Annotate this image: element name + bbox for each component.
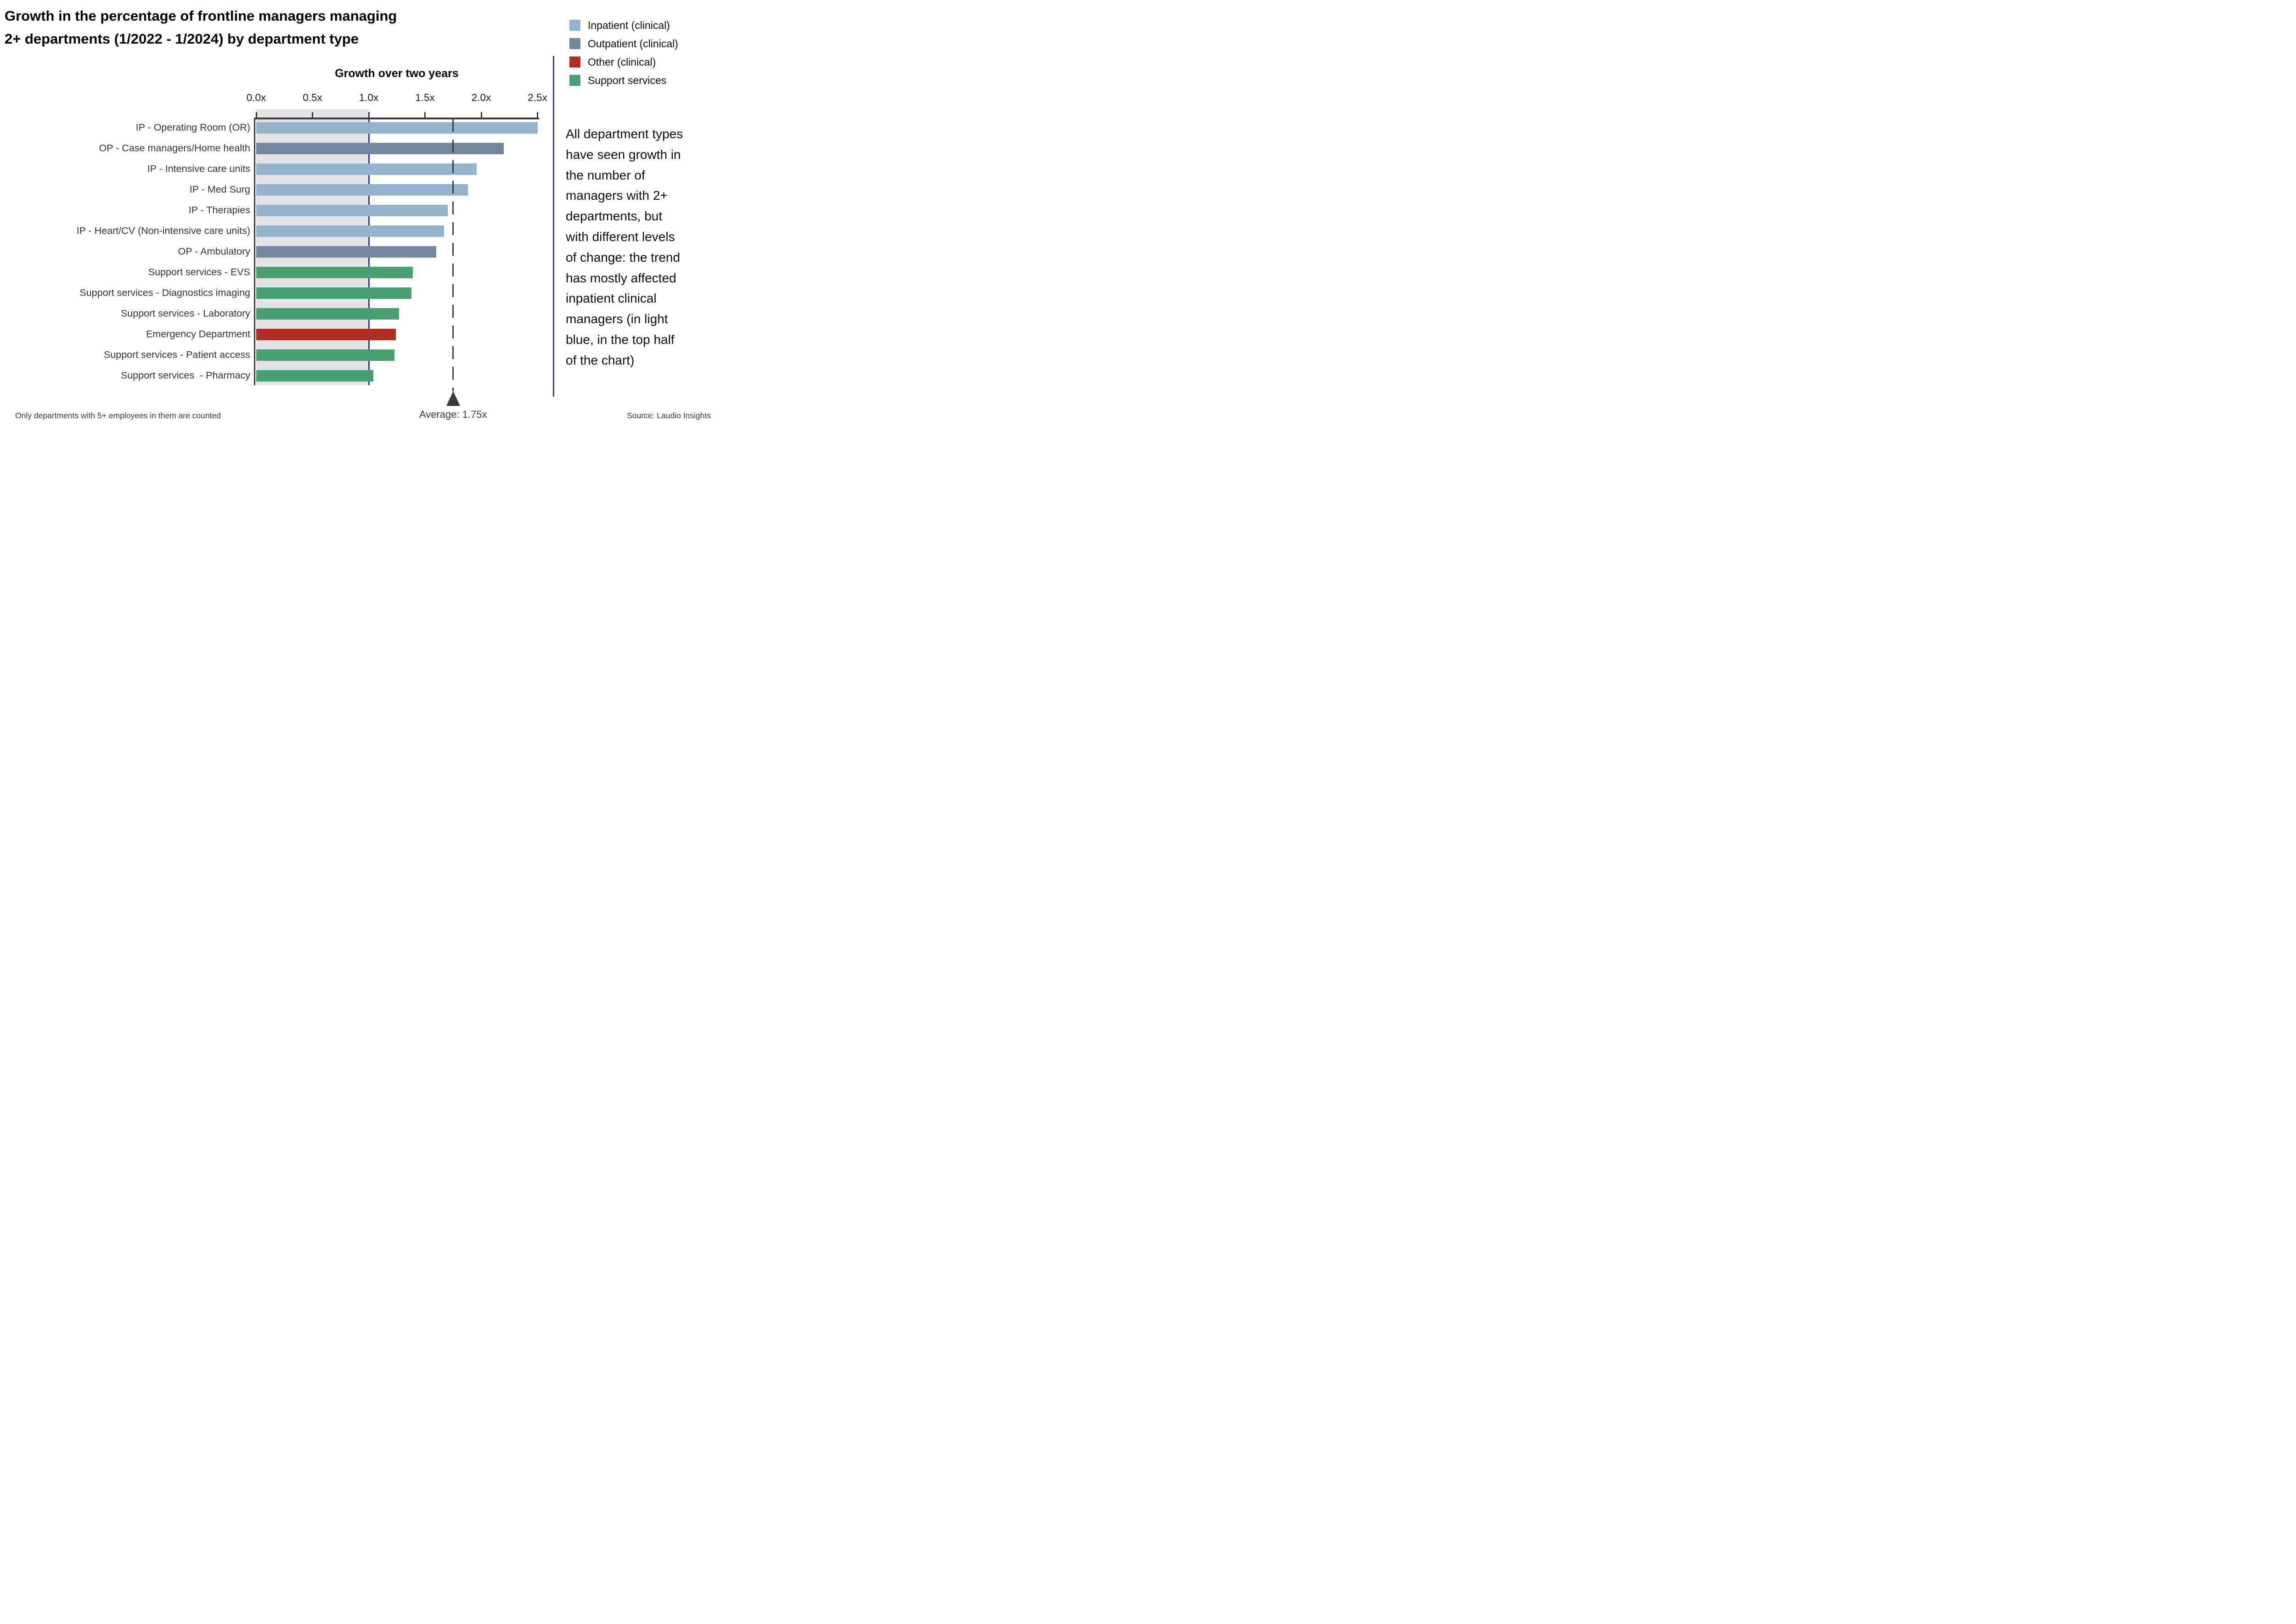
legend-label: Outpatient (clinical)	[588, 37, 678, 50]
category-label: Support services - Pharmacy	[121, 370, 250, 381]
average-triangle-marker	[446, 391, 460, 406]
annotation-line: managers with 2+	[566, 188, 668, 203]
legend-item-outpatient: Outpatient (clinical)	[569, 37, 678, 50]
bar	[256, 328, 396, 340]
category-label: OP - Case managers/Home health	[99, 142, 250, 154]
category-label: Support services - Diagnostics imaging	[79, 287, 250, 298]
category-label: IP - Intensive care units	[147, 163, 250, 174]
x-axis-tick-label-2.0x: 2.0x	[471, 92, 491, 103]
bar	[256, 142, 504, 154]
legend-item-inpatient: Inpatient (clinical)	[569, 19, 678, 31]
annotation-line: All department types	[566, 127, 683, 141]
legend-label: Inpatient (clinical)	[588, 19, 670, 31]
x-axis-tick-mark-2.0x	[480, 112, 482, 118]
x-axis-tick-mark-1.0x	[368, 112, 370, 118]
legend-swatch-outpatient	[569, 38, 580, 49]
x-axis-tick-mark-2.5x	[537, 112, 538, 118]
footnote: Only departments with 5+ employees in th…	[15, 411, 221, 420]
annotation-line: departments, but	[566, 209, 663, 224]
category-label: Emergency Department	[146, 328, 250, 340]
category-label: Support services - EVS	[148, 266, 250, 278]
legend-label: Support services	[588, 74, 667, 86]
x-axis-tick-mark-0.5x	[312, 112, 313, 118]
annotation-line: with different levels	[566, 229, 675, 244]
annotation-line: inpatient clinical	[566, 291, 657, 306]
page-title: Growth in the percentage of frontline ma…	[5, 5, 397, 51]
legend-swatch-other	[569, 56, 580, 67]
x-axis-tick-mark-1.5x	[424, 112, 426, 118]
x-axis-tick-mark-0.0x	[255, 112, 257, 118]
x-axis-tick-label-1.0x: 1.0x	[359, 92, 379, 103]
title-line-1: Growth in the percentage of frontline ma…	[5, 8, 397, 24]
legend-item-other: Other (clinical)	[569, 56, 678, 68]
x-axis-tick-label-0.0x: 0.0x	[246, 92, 266, 103]
source-credit: Source: Laudio Insights	[627, 411, 711, 420]
legend-swatch-inpatient	[569, 20, 580, 31]
x-axis-tick-label-0.5x: 0.5x	[303, 92, 322, 103]
category-label: Support services - Patient access	[103, 349, 250, 360]
bar	[256, 225, 445, 237]
annotation-line: has mostly affected	[566, 270, 676, 285]
category-label: OP - Ambulatory	[178, 246, 250, 257]
average-label: Average: 1.75x	[419, 409, 487, 420]
legend: Inpatient (clinical) Outpatient (clinical…	[569, 19, 678, 93]
bar	[256, 287, 412, 299]
x-axis-line	[254, 118, 539, 119]
legend-item-support: Support services	[569, 74, 678, 86]
category-label: IP - Operating Room (OR)	[135, 122, 250, 133]
bar	[256, 122, 538, 134]
x-axis-title: Growth over two years	[335, 67, 459, 80]
bar	[256, 184, 468, 196]
annotation-line: have seen growth in	[566, 147, 681, 162]
x-axis-tick-label-1.5x: 1.5x	[415, 92, 435, 103]
divider-line	[553, 56, 554, 397]
bar	[256, 163, 477, 175]
category-label: Support services - Laboratory	[120, 308, 250, 319]
annotation-line: managers (in light	[566, 312, 668, 326]
bar	[256, 349, 395, 361]
category-label: IP - Therapies	[188, 204, 250, 216]
annotation-line: the number of	[566, 168, 645, 182]
chart-canvas: Growth in the percentage of frontline ma…	[0, 0, 720, 425]
category-label: IP - Med Surg	[189, 184, 250, 195]
title-line-2: 2+ departments (1/2022 - 1/2024) by depa…	[5, 31, 359, 47]
legend-swatch-support	[569, 75, 580, 86]
average-dashed-line	[452, 119, 454, 391]
annotation-line: of the chart)	[566, 353, 635, 367]
bar	[256, 370, 373, 382]
category-label: IP - Heart/CV (Non-intensive care units)	[76, 225, 250, 236]
x-axis-tick-label-2.5x: 2.5x	[528, 92, 547, 103]
bar	[256, 308, 400, 320]
annotation-line: of change: the trend	[566, 250, 681, 264]
bar	[256, 246, 436, 258]
y-axis-line	[254, 118, 255, 385]
bar	[256, 266, 413, 278]
legend-label: Other (clinical)	[588, 56, 656, 68]
annotation-text: All department types have seen growth in t…	[566, 124, 683, 371]
bar	[256, 204, 448, 216]
annotation-line: blue, in the top half	[566, 332, 675, 347]
